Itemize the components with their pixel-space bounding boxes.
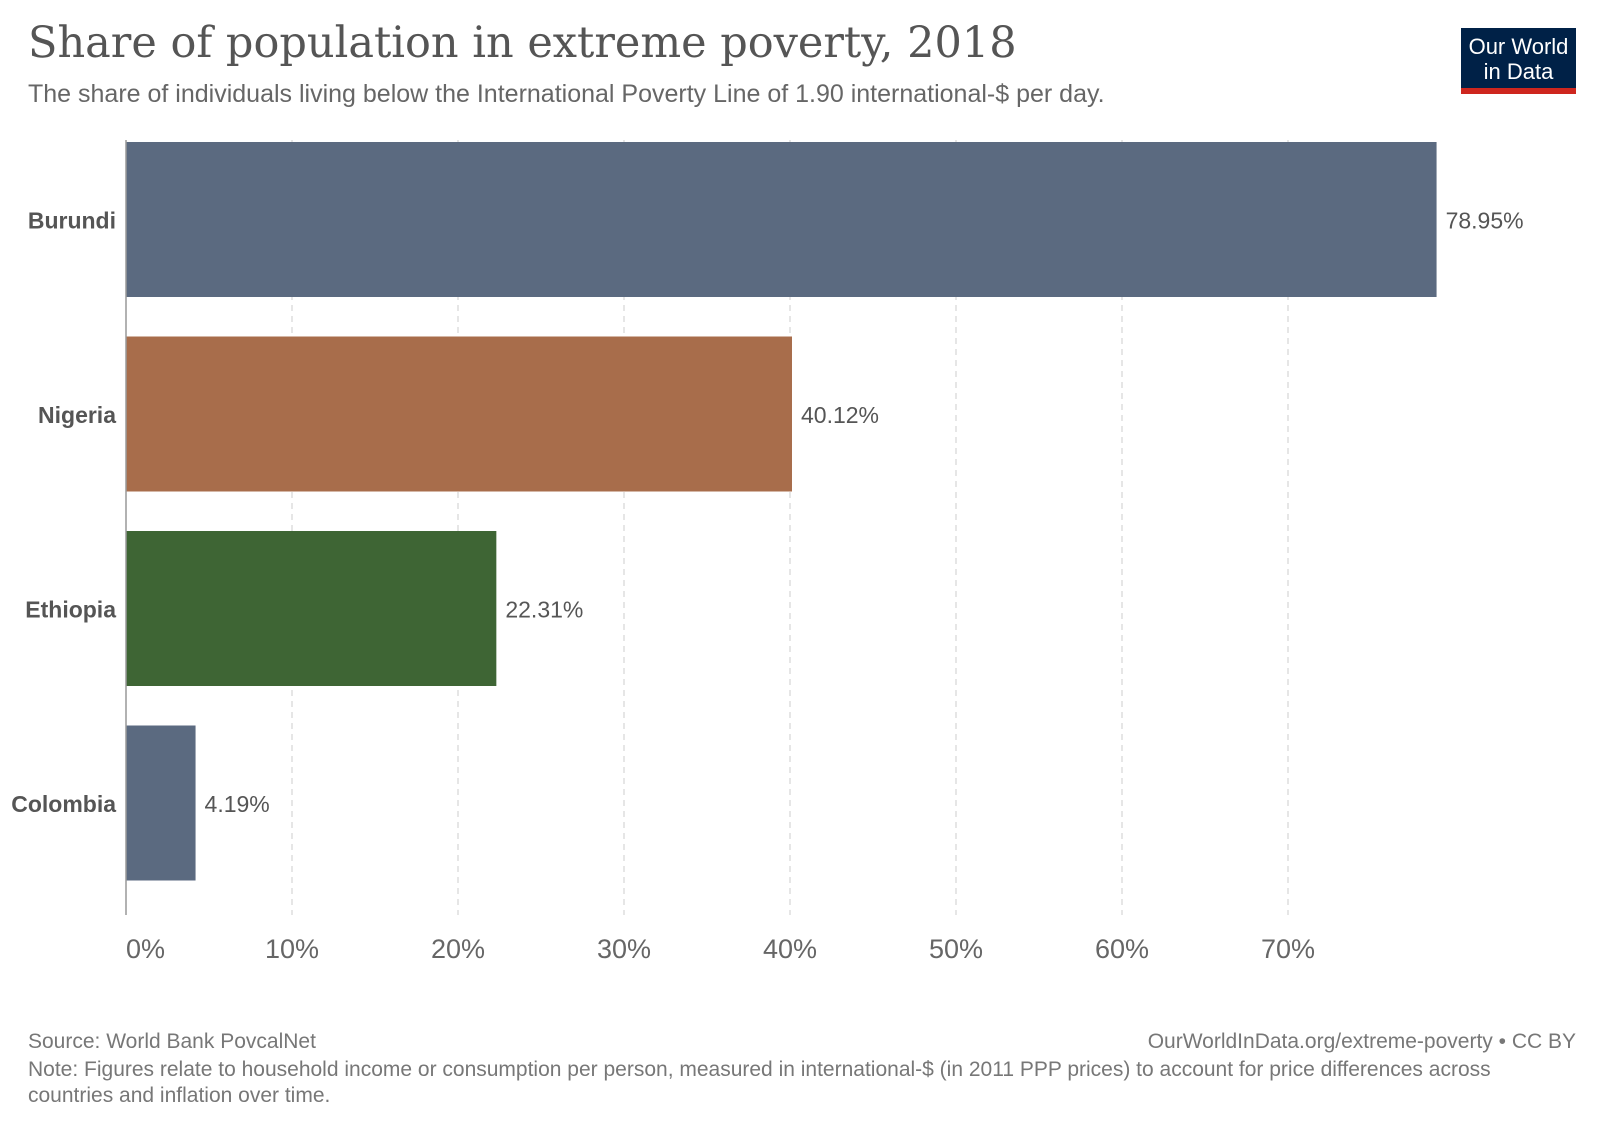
x-tick-label: 60% — [1095, 934, 1149, 964]
category-label: Ethiopia — [25, 597, 116, 623]
value-label: 4.19% — [205, 791, 270, 817]
x-tick-label: 30% — [597, 934, 651, 964]
source-text: Source: World Bank PovcalNet — [28, 1030, 316, 1053]
value-label: 78.95% — [1446, 208, 1524, 234]
bar-burundi[interactable] — [126, 142, 1437, 297]
bar-colombia[interactable] — [126, 725, 196, 881]
chart-subtitle: The share of individuals living below th… — [28, 80, 1105, 108]
chart-title: Share of population in extreme poverty, … — [28, 18, 1017, 68]
value-label: 22.31% — [505, 597, 583, 623]
owid-logo[interactable]: Our World in Data — [1461, 28, 1576, 94]
category-label: Nigeria — [38, 402, 116, 428]
labels: 0% 10% 20% 30% 40% 50% 60% 70% Burundi 78.95% Nige… — [11, 208, 1523, 965]
x-tick-label: 20% — [431, 934, 485, 964]
category-label: Colombia — [11, 791, 116, 817]
bar-nigeria[interactable] — [126, 336, 792, 492]
logo-line-1: Our World — [1468, 34, 1569, 59]
x-tick-label: 40% — [763, 934, 817, 964]
bars — [126, 142, 1437, 881]
grid-lines — [291, 140, 1289, 915]
x-tick-label: 70% — [1261, 934, 1315, 964]
bar-chart: 0% 10% 20% 30% 40% 50% 60% 70% Burundi 78.95% Nige… — [11, 140, 1524, 965]
x-tick-label: 0% — [126, 934, 165, 964]
note-text: Note: Figures relate to household income… — [28, 1058, 1491, 1107]
bar-ethiopia[interactable] — [126, 531, 497, 686]
x-tick-label: 10% — [265, 934, 319, 964]
source-url-link[interactable]: OurWorldInData.org/extreme-poverty • CC … — [1147, 1030, 1576, 1053]
value-label: 40.12% — [801, 402, 879, 428]
logo-line-2: in Data — [1483, 59, 1554, 84]
x-tick-label: 50% — [929, 934, 983, 964]
category-label: Burundi — [28, 208, 116, 234]
